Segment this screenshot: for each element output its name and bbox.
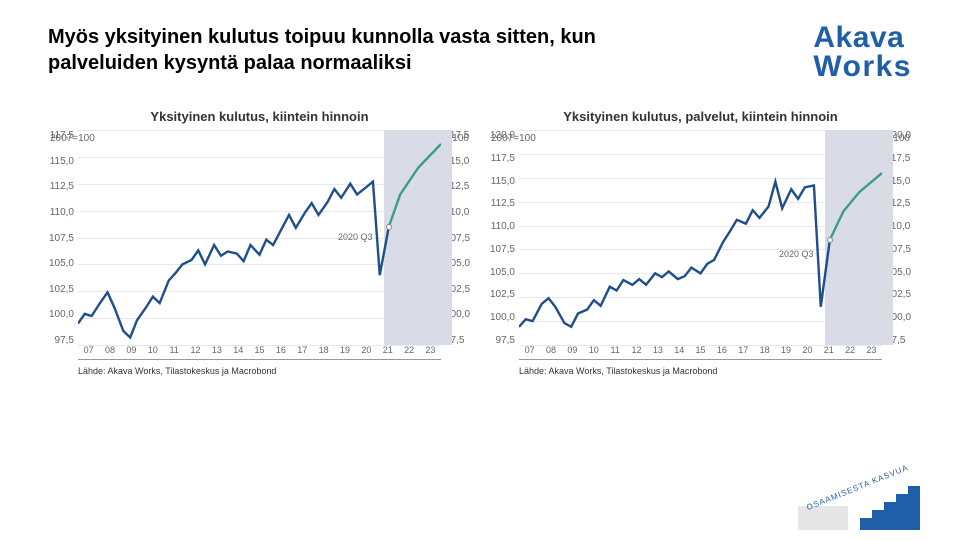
x-tick-label: 23: [861, 345, 882, 359]
header: Myös yksityinen kulutus toipuu kunnolla …: [0, 0, 960, 81]
y-tick-label: 97,5: [44, 335, 74, 346]
chart-title: Yksityinen kulutus, palvelut, kiintein h…: [485, 109, 916, 124]
y-tick-label: 100,0: [485, 312, 515, 323]
y-tick-label: 102,5: [44, 284, 74, 295]
x-tick-label: 15: [690, 345, 711, 359]
annotation-label: 2020 Q3: [338, 232, 373, 242]
plot-area: 117,5 115,0 112,5 110,0 107,5 105,0 102,5 100,0…: [44, 130, 475, 360]
logo-line1: Akava: [813, 24, 912, 53]
chart-consumption-total: Yksityinen kulutus, kiintein hinnoin2007…: [44, 109, 475, 376]
line-chart-svg: [78, 130, 441, 345]
y-tick-label: 110,0: [485, 221, 515, 232]
y-tick-label: 102,5: [485, 289, 515, 300]
page-title: Myös yksityinen kulutus toipuu kunnolla …: [48, 24, 608, 76]
x-tick-label: 12: [626, 345, 647, 359]
y-tick-label: 107,5: [44, 233, 74, 244]
staircase-step: [860, 518, 872, 530]
logo-line2: Works: [813, 53, 912, 82]
x-tick-label: 08: [99, 345, 120, 359]
charts-row: Yksityinen kulutus, kiintein hinnoin2007…: [0, 81, 960, 376]
x-tick-label: 10: [142, 345, 163, 359]
x-tick-label: 10: [583, 345, 604, 359]
staircase-step: [872, 510, 884, 530]
y-tick-label: 120,0: [485, 130, 515, 141]
x-tick-label: 17: [733, 345, 754, 359]
y-tick-label: 112,5: [485, 198, 515, 209]
x-tick-label: 09: [121, 345, 142, 359]
x-axis: 0708091011121314151617181920212223: [78, 345, 441, 359]
x-tick-label: 21: [377, 345, 398, 359]
plot-area: 120,0 117,5 115,0 112,5 110,0 107,5 105,0 102,5…: [485, 130, 916, 360]
series-line: [78, 182, 389, 338]
y-tick-label: 112,5: [44, 181, 74, 192]
x-axis: 0708091011121314151617181920212223: [519, 345, 882, 359]
plot: 0708091011121314151617181920212223 2020 Q…: [519, 130, 882, 360]
y-axis-left: 117,5 115,0 112,5 110,0 107,5 105,0 102,5 100,0…: [44, 130, 78, 360]
x-tick-label: 18: [754, 345, 775, 359]
x-tick-label: 20: [356, 345, 377, 359]
grey-box-icon: [798, 506, 848, 530]
x-tick-label: 20: [797, 345, 818, 359]
y-tick-label: 100,0: [44, 309, 74, 320]
chart-title: Yksityinen kulutus, kiintein hinnoin: [44, 109, 475, 124]
chart-consumption-services: Yksityinen kulutus, palvelut, kiintein h…: [485, 109, 916, 376]
y-tick-label: 115,0: [44, 156, 74, 167]
x-tick-label: 13: [206, 345, 227, 359]
source-label: Lähde: Akava Works, Tilastokeskus ja Mac…: [485, 366, 916, 376]
x-tick-label: 14: [669, 345, 690, 359]
annotation-marker-icon: [386, 224, 392, 230]
x-tick-label: 22: [839, 345, 860, 359]
x-tick-label: 23: [420, 345, 441, 359]
annotation-marker-icon: [827, 237, 833, 243]
x-tick-label: 11: [604, 345, 625, 359]
x-tick-label: 19: [775, 345, 796, 359]
y-tick-label: 105,0: [485, 267, 515, 278]
x-tick-label: 21: [818, 345, 839, 359]
y-tick-label: 115,0: [485, 176, 515, 187]
x-tick-label: 22: [398, 345, 419, 359]
projection-line: [389, 144, 441, 227]
x-tick-label: 15: [249, 345, 270, 359]
x-tick-label: 08: [540, 345, 561, 359]
x-tick-label: 16: [270, 345, 291, 359]
x-tick-label: 11: [163, 345, 184, 359]
x-tick-label: 07: [78, 345, 99, 359]
plot: 0708091011121314151617181920212223 2020 Q…: [78, 130, 441, 360]
y-tick-label: 107,5: [485, 244, 515, 255]
x-tick-label: 13: [647, 345, 668, 359]
staircase-step: [884, 502, 896, 530]
x-tick-label: 12: [185, 345, 206, 359]
x-tick-label: 07: [519, 345, 540, 359]
y-axis-left: 120,0 117,5 115,0 112,5 110,0 107,5 105,0 102,5…: [485, 130, 519, 360]
y-tick-label: 97,5: [485, 335, 515, 346]
y-tick-label: 105,0: [44, 258, 74, 269]
staircase-step: [896, 494, 908, 530]
logo: Akava Works: [813, 24, 912, 81]
source-label: Lähde: Akava Works, Tilastokeskus ja Mac…: [44, 366, 475, 376]
y-tick-label: 117,5: [485, 153, 515, 164]
x-tick-label: 14: [228, 345, 249, 359]
x-tick-label: 19: [334, 345, 355, 359]
x-tick-label: 09: [562, 345, 583, 359]
y-tick-label: 110,0: [44, 207, 74, 218]
y-tick-label: 117,5: [44, 130, 74, 141]
x-tick-label: 16: [711, 345, 732, 359]
staircase-step: [908, 486, 920, 530]
x-tick-label: 18: [313, 345, 334, 359]
annotation-label: 2020 Q3: [779, 249, 814, 259]
x-tick-label: 17: [292, 345, 313, 359]
staircase-icon: [860, 486, 920, 530]
projection-line: [830, 173, 882, 240]
